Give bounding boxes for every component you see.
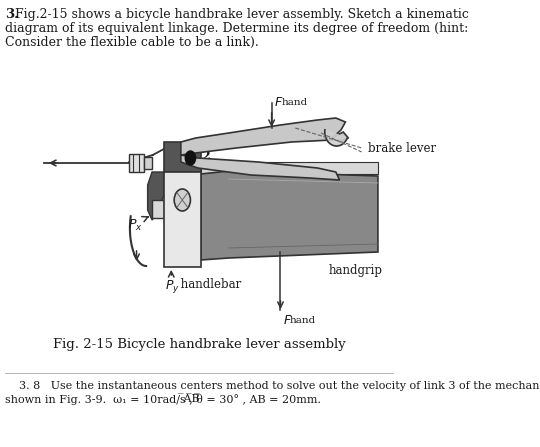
Text: 2: 2 — [201, 150, 210, 163]
Circle shape — [185, 151, 195, 165]
Text: diagram of its equivalent linkage. Determine its degree of freedom (hint:: diagram of its equivalent linkage. Deter… — [5, 22, 468, 35]
Text: Consider the flexible cable to be a link).: Consider the flexible cable to be a link… — [5, 36, 259, 49]
Text: brake lever: brake lever — [368, 142, 436, 155]
Bar — [164, 172, 201, 267]
Polygon shape — [181, 118, 348, 155]
Text: ̅A̅B̅: ̅A̅B̅ — [5, 394, 200, 404]
Text: Fig. 2-15 Bicycle handbrake lever assembly: Fig. 2-15 Bicycle handbrake lever assemb… — [53, 338, 346, 351]
Text: $P_x$: $P_x$ — [127, 217, 143, 232]
Bar — [144, 157, 152, 169]
Polygon shape — [325, 130, 347, 146]
Polygon shape — [201, 171, 378, 260]
Text: $F$: $F$ — [274, 96, 283, 109]
Text: hand: hand — [290, 316, 316, 325]
Bar — [152, 200, 164, 218]
Text: handgrip: handgrip — [328, 264, 382, 277]
Bar — [201, 162, 378, 174]
Text: hand: hand — [281, 98, 307, 107]
Text: $P_y$: $P_y$ — [165, 278, 179, 295]
Text: handlebar: handlebar — [177, 278, 241, 291]
Polygon shape — [181, 155, 340, 180]
Text: $F$: $F$ — [283, 314, 292, 327]
Text: 1: 1 — [178, 214, 186, 227]
Text: pirot: pirot — [201, 161, 229, 171]
Text: shown in Fig. 3-9.  ω₁ = 10rad/s , θ = 30° , AB = 20mm.: shown in Fig. 3-9. ω₁ = 10rad/s , θ = 30… — [5, 394, 321, 405]
Circle shape — [174, 189, 191, 211]
Text: Fig.2-15 shows a bicycle handbrake lever assembly. Sketch a kinematic: Fig.2-15 shows a bicycle handbrake lever… — [15, 8, 469, 21]
Polygon shape — [147, 172, 164, 220]
Bar — [164, 142, 201, 172]
Bar — [129, 154, 144, 172]
Text: 3.: 3. — [5, 8, 19, 21]
Text: 3. 8   Use the instantaneous centers method to solve out the velocity of link 3 : 3. 8 Use the instantaneous centers metho… — [5, 381, 540, 391]
